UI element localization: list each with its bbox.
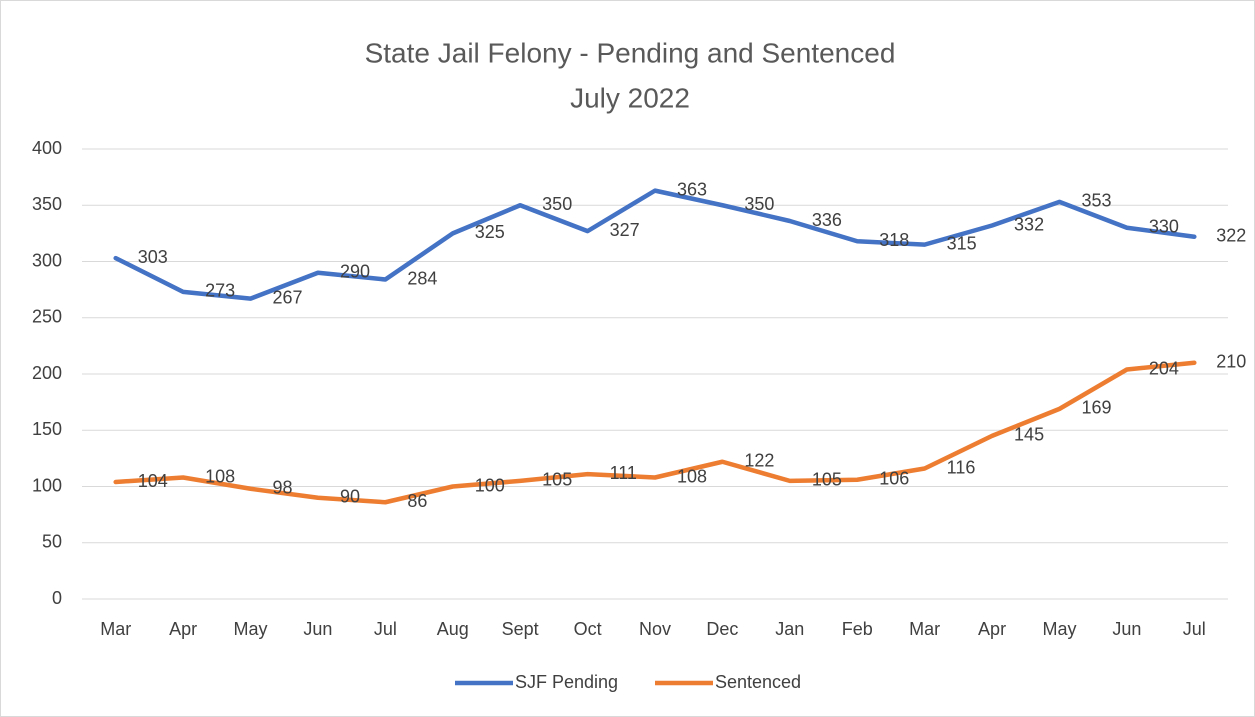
data-label: 363 <box>677 179 707 199</box>
data-label: 350 <box>744 194 774 214</box>
data-label: 330 <box>1149 217 1179 237</box>
y-tick-label: 150 <box>32 419 62 439</box>
data-label: 353 <box>1081 191 1111 211</box>
data-label: 122 <box>744 451 774 471</box>
chart-title: State Jail Felony - Pending and Sentence… <box>365 37 896 68</box>
data-label: 100 <box>475 475 505 495</box>
y-tick-label: 200 <box>32 363 62 383</box>
x-tick-label: Oct <box>574 619 602 639</box>
x-tick-label: Dec <box>706 619 738 639</box>
data-label: 108 <box>205 466 235 486</box>
data-label: 204 <box>1149 358 1179 378</box>
x-tick-label: Mar <box>100 619 131 639</box>
x-tick-label: Feb <box>842 619 873 639</box>
data-label: 108 <box>677 466 707 486</box>
data-label: 332 <box>1014 214 1044 234</box>
x-tick-label: Jul <box>374 619 397 639</box>
y-tick-label: 50 <box>42 532 62 552</box>
y-tick-label: 350 <box>32 194 62 214</box>
y-tick-label: 0 <box>52 588 62 608</box>
x-tick-label: May <box>234 619 268 639</box>
data-label: 350 <box>542 194 572 214</box>
data-label: 267 <box>273 287 303 307</box>
chart-subtitle: July 2022 <box>570 82 690 113</box>
y-tick-label: 400 <box>32 138 62 158</box>
data-label: 90 <box>340 487 360 507</box>
data-label: 106 <box>879 469 909 489</box>
x-tick-label: Apr <box>169 619 197 639</box>
data-label: 210 <box>1216 352 1246 372</box>
x-tick-label: Mar <box>909 619 940 639</box>
data-label: 325 <box>475 222 505 242</box>
data-label: 116 <box>947 457 976 477</box>
data-label: 315 <box>947 233 977 253</box>
series-line <box>113 360 1197 505</box>
x-tick-label: Jan <box>775 619 804 639</box>
x-tick-label: Apr <box>978 619 1006 639</box>
data-label: 86 <box>407 491 427 511</box>
data-label: 169 <box>1081 398 1111 418</box>
data-label: 105 <box>542 470 572 490</box>
data-label: 303 <box>138 247 168 267</box>
data-label: 318 <box>879 230 909 250</box>
data-label: 284 <box>407 268 437 288</box>
data-label: 290 <box>340 262 370 282</box>
x-tick-label: May <box>1042 619 1076 639</box>
x-tick-label: Aug <box>437 619 469 639</box>
data-label: 105 <box>812 470 842 490</box>
y-tick-label: 300 <box>32 250 62 270</box>
data-label: 273 <box>205 281 235 301</box>
x-tick-label: Sept <box>502 619 539 639</box>
data-label: 327 <box>610 220 640 240</box>
data-label: 98 <box>273 478 293 498</box>
legend-label: Sentenced <box>715 672 801 692</box>
y-tick-label: 250 <box>32 307 62 327</box>
data-label: 145 <box>1014 425 1044 445</box>
data-label: 111 <box>610 463 637 483</box>
data-label: 322 <box>1216 226 1246 246</box>
series-line <box>113 188 1197 301</box>
x-tick-label: Nov <box>639 619 671 639</box>
data-label: 104 <box>138 471 168 491</box>
x-tick-label: Jun <box>303 619 332 639</box>
y-tick-label: 100 <box>32 475 62 495</box>
x-tick-label: Jul <box>1183 619 1206 639</box>
x-tick-label: Jun <box>1112 619 1141 639</box>
data-label: 336 <box>812 210 842 230</box>
legend-label: SJF Pending <box>515 672 618 692</box>
